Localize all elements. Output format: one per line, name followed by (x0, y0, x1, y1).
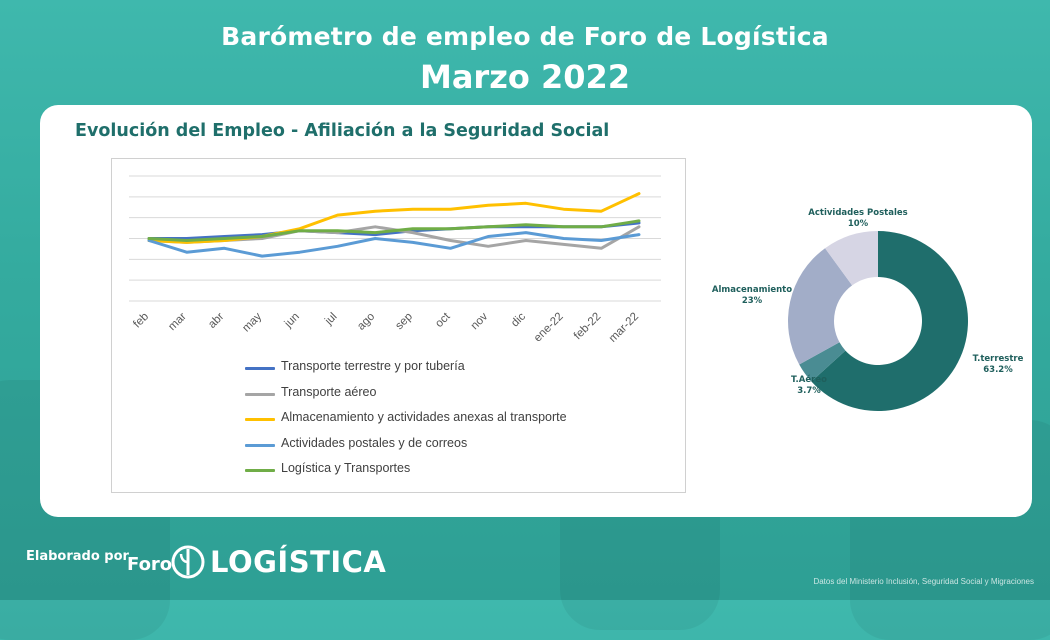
logo-wordmark: LOGÍSTICA (210, 545, 387, 579)
slice-value-label: 3.7% (797, 386, 821, 396)
legend-label: Actividades postales y de correos (281, 435, 468, 450)
series-line (147, 231, 641, 258)
page-subtitle: Marzo 2022 (419, 58, 631, 96)
slice-label: T.Aéreo (791, 374, 827, 385)
slice-label: Actividades Postales (808, 208, 907, 218)
chart-card: Evolución del Empleo - Afiliación a la S… (40, 105, 1032, 517)
x-tick-label: jul (322, 311, 339, 328)
logo-prefix: Foro (127, 554, 173, 575)
x-tick-label: may (240, 310, 264, 334)
line-chart: feb mar abr may jun jul ago sep oct nov dic ene-22 f… (129, 175, 661, 345)
donut-slice (825, 231, 878, 286)
x-tick-label: nov (469, 310, 491, 332)
legend-label: Logística y Transportes (281, 461, 411, 475)
legend-item: Actividades postales y de correos (245, 436, 665, 462)
x-tick-label: mar (166, 311, 189, 334)
line-chart-legend: Transporte terrestre y por tubería Transp… (245, 359, 665, 487)
logo-icon (171, 545, 205, 579)
slice-value-label: 10% (848, 219, 869, 229)
slice-value-label: 23% (742, 296, 763, 306)
line-chart-panel: feb mar abr may jun jul ago sep oct nov dic ene-22 f… (111, 158, 686, 493)
x-tick-label: sep (393, 311, 415, 333)
donut-slice (799, 342, 846, 382)
made-by-label: Elaborado por (26, 549, 129, 564)
x-tick-label: abr (206, 311, 226, 331)
legend-swatch (245, 392, 275, 396)
x-tick-label: oct (433, 310, 453, 330)
x-tick-label: mar-22 (607, 311, 641, 345)
donut-slice (788, 248, 853, 365)
legend-item: Transporte terrestre y por tubería (245, 359, 665, 385)
x-tick-label: ene-22 (532, 311, 566, 345)
legend-item: Logística y Transportes (245, 461, 665, 487)
x-tick-label: dic (509, 310, 528, 329)
page-title: Barómetro de empleo de Foro de Logística (221, 22, 829, 51)
legend-swatch (245, 418, 275, 421)
legend-label: Transporte aéreo (281, 384, 377, 399)
legend-label: Transporte terrestre y por tubería (281, 359, 465, 373)
legend-label: Almacenamiento y actividades anexas al t… (281, 410, 567, 424)
slice-label: T.terrestre (973, 354, 1024, 364)
series-line (147, 219, 641, 242)
card-title: Evolución del Empleo - Afiliación a la S… (75, 121, 610, 141)
legend-swatch (245, 469, 275, 472)
slice-label: Almacenamiento (712, 285, 792, 295)
legend-swatch (245, 443, 275, 447)
x-tick-label: feb-22 (572, 311, 604, 343)
donut-slice (811, 231, 968, 411)
x-tick-label: feb (131, 311, 151, 331)
x-tick-label: jun (282, 311, 302, 331)
series-line (147, 192, 641, 244)
source-note: Datos del Ministerio Inclusión, Segurida… (813, 577, 1034, 586)
slice-value-label: 63.2% (983, 365, 1013, 375)
legend-item: Almacenamiento y actividades anexas al t… (245, 410, 665, 436)
legend-swatch (245, 367, 275, 370)
x-tick-label: ago (355, 311, 377, 333)
legend-item: Transporte aéreo (245, 385, 665, 411)
